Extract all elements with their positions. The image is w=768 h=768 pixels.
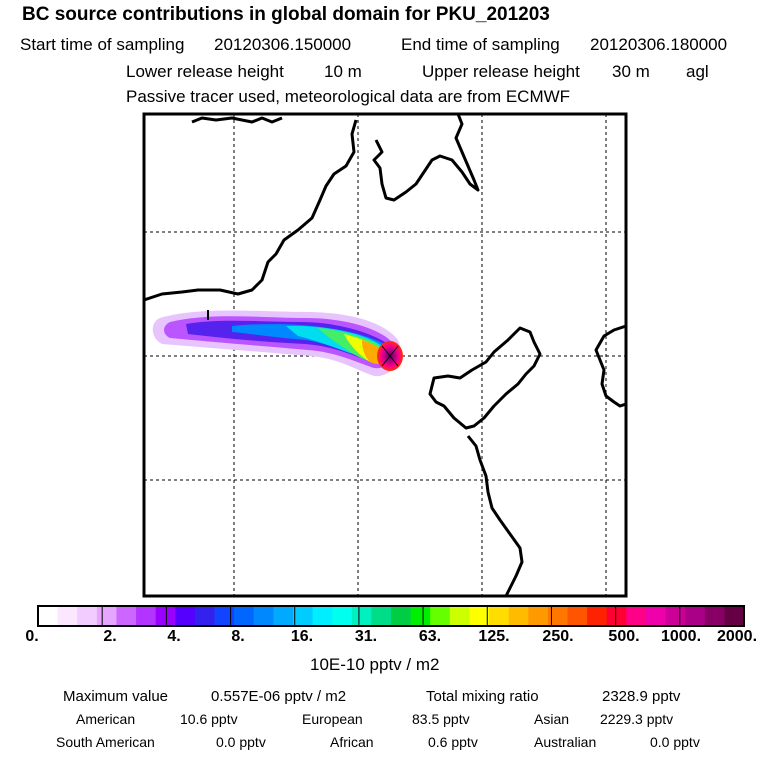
concentration-plume [152, 310, 403, 377]
legend-color-swatch [77, 606, 98, 626]
legend-colorbar [38, 606, 745, 626]
legend-color-swatch [312, 606, 333, 626]
legend-color-swatch [645, 606, 667, 626]
legend-color-swatch [606, 606, 627, 626]
legend-color-swatch [724, 606, 745, 626]
legend-tick-label: 125. [478, 628, 510, 645]
start-time-label: Start time of sampling [20, 35, 185, 54]
legend-color-swatch [273, 606, 294, 626]
tracer-note: Passive tracer used, meteorological data… [126, 87, 571, 106]
legend-color-swatch [116, 606, 137, 626]
legend-color-swatch [371, 606, 392, 626]
legend-tick-label: 1000. [660, 628, 702, 645]
legend-color-swatch [430, 606, 451, 626]
region-value: 0.0 pptv [650, 734, 700, 750]
end-time-label: End time of sampling [401, 35, 560, 54]
legend-color-swatch [194, 606, 216, 626]
lower-release-value: 10 m [324, 62, 362, 81]
legend-ticks [101, 606, 681, 626]
legend-color-swatch [136, 606, 157, 626]
map-frame [142, 112, 628, 598]
region-name: Asian [534, 711, 570, 727]
legend-color-swatch [587, 606, 608, 626]
upper-release-value: 30 m [612, 62, 650, 81]
legend-color-swatch [489, 606, 510, 626]
legend-tick-label: 0. [25, 628, 39, 645]
legend-color-swatch [96, 606, 118, 626]
max-value-label: Maximum value [63, 688, 169, 705]
region-name: African [330, 734, 374, 750]
region-name: European [302, 711, 363, 727]
region-value: 0.0 pptv [216, 734, 266, 750]
total-mixing-label: Total mixing ratio [426, 688, 539, 705]
legend-color-swatch [528, 606, 549, 626]
legend-tick-label: 250. [542, 628, 574, 645]
legend-color-swatch [508, 606, 529, 626]
legend-color-swatch [410, 606, 431, 626]
region-name: South American [56, 734, 155, 750]
legend-unit: 10E-10 pptv / m2 [310, 655, 440, 674]
coastlines [144, 114, 626, 596]
legend-color-swatch [234, 606, 255, 626]
legend-tick-label: 2. [103, 628, 117, 645]
release-site-marker [381, 345, 399, 367]
legend-color-swatch [391, 606, 412, 626]
region-value: 0.6 pptv [428, 734, 478, 750]
legend-tick-label: 8. [231, 628, 245, 645]
legend-tick-label: 63. [418, 628, 442, 645]
legend-color-swatch [253, 606, 274, 626]
legend-color-swatch [292, 606, 314, 626]
plot-title: BC source contributions in global domain… [22, 4, 550, 25]
legend-color-swatch [155, 606, 176, 626]
legend-color-swatch [567, 606, 588, 626]
legend-color-swatch [332, 606, 353, 626]
legend-color-swatch [469, 606, 490, 626]
legend-color-swatch [57, 606, 78, 626]
lower-release-label: Lower release height [126, 62, 284, 81]
end-time-value: 20120306.180000 [590, 35, 728, 54]
region-name: Australian [534, 734, 597, 750]
legend-frame [37, 605, 745, 627]
legend-color-swatch [547, 606, 569, 626]
legend-tick-label: 500. [608, 628, 640, 645]
max-value: 0.557E-06 pptv / m2 [211, 688, 347, 705]
legend-tick-label: 16. [290, 628, 314, 645]
region-value: 10.6 pptv [180, 711, 238, 727]
total-mixing-value: 2328.9 pptv [602, 688, 681, 705]
legend-color-swatch [351, 606, 372, 626]
legend-color-swatch [704, 606, 725, 626]
legend-color-swatch [38, 606, 59, 626]
legend-color-swatch [175, 606, 196, 626]
legend-color-swatch [685, 606, 706, 626]
legend-color-swatch [665, 606, 686, 626]
legend-color-swatch [214, 606, 235, 626]
start-time-value: 20120306.150000 [214, 35, 352, 54]
map-content [144, 114, 626, 596]
legend-color-swatch [626, 606, 647, 626]
region-value: 2229.3 pptv [600, 711, 674, 727]
upper-release-unit: agl [686, 62, 709, 81]
legend-tick-label: 4. [167, 628, 181, 645]
legend-color-swatch [449, 606, 471, 626]
upper-release-label: Upper release height [422, 62, 580, 81]
legend-tick-label: 2000. [716, 628, 758, 645]
legend-tick-label: 31. [354, 628, 378, 645]
region-name: American [76, 711, 136, 727]
region-value: 83.5 pptv [412, 711, 470, 727]
